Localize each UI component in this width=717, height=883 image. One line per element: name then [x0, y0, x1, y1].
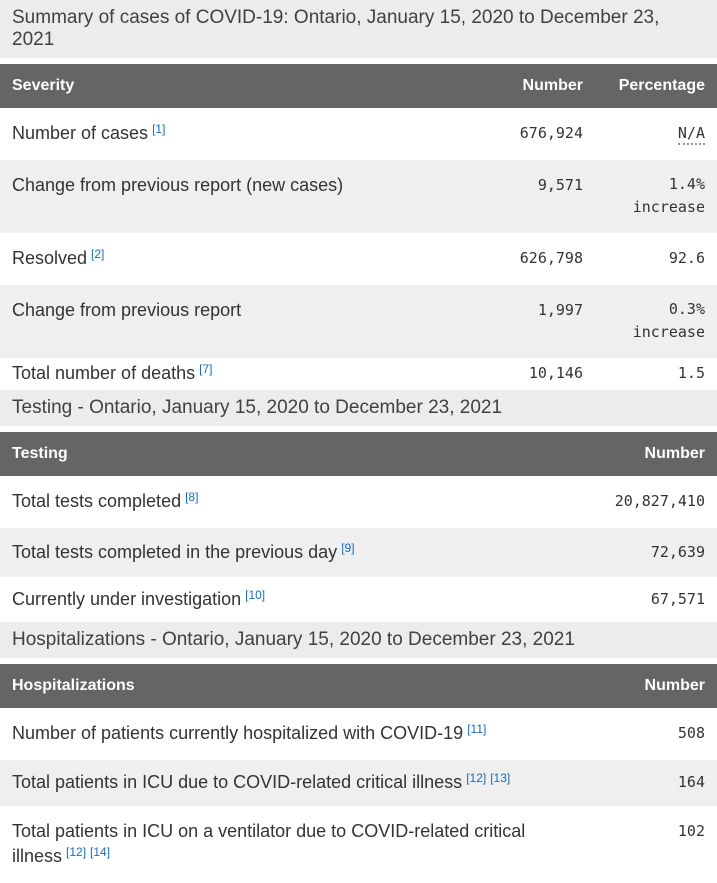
table-row-change-new-cases: Change from previous report (new cases) …	[0, 160, 717, 233]
footnote-link-9[interactable]: [9]	[341, 541, 355, 555]
footnote-link-14[interactable]: [14]	[90, 845, 111, 859]
testing-section-title: Testing - Ontario, January 15, 2020 to D…	[0, 390, 717, 426]
percentage-line1: 0.3%	[668, 300, 705, 318]
table-row-total-tests: Total tests completed [8] 20,827,410	[0, 476, 717, 528]
table-row-tests-previous-day: Total tests completed in the previous da…	[0, 528, 717, 577]
row-label-text: Currently under investigation	[12, 589, 242, 609]
percentage-line1: 1.4%	[668, 175, 705, 193]
row-label-text: Resolved	[12, 248, 88, 268]
summary-section-title: Summary of cases of COVID-19: Ontario, J…	[0, 0, 717, 58]
row-percentage-value: 0.3% increase	[583, 298, 705, 344]
row-label: Total patients in ICU due to COVID-relat…	[12, 770, 595, 795]
footnote-link-11[interactable]: [11]	[467, 722, 487, 736]
row-number-value: 164	[677, 773, 705, 791]
table-row-resolved: Resolved [2] 626,798 92.6	[0, 233, 717, 285]
column-header-number: Number	[522, 77, 583, 94]
row-label: Total tests completed [8]	[12, 489, 595, 514]
row-percentage-value: 92.6	[668, 249, 705, 267]
row-number-value: 626,798	[519, 249, 583, 267]
row-number-value: 102	[677, 822, 705, 840]
row-label: Total patients in ICU on a ventilator du…	[12, 819, 595, 869]
footnote-link-10[interactable]: [10]	[245, 588, 266, 602]
row-number-value: 20,827,410	[614, 492, 705, 510]
row-number-value: 508	[677, 724, 705, 742]
row-number-value: 1,997	[537, 301, 583, 319]
testing-table-header-row: Testing Number	[0, 432, 717, 476]
hospitalizations-section-title: Hospitalizations - Ontario, January 15, …	[0, 622, 717, 658]
table-row-currently-hospitalized: Number of patients currently hospitalize…	[0, 708, 717, 760]
row-number-value: 10,146	[528, 364, 583, 382]
footnote-link-2[interactable]: [2]	[91, 247, 105, 261]
table-row-number-of-cases: Number of cases [1] 676,924 N/A	[0, 108, 717, 160]
row-label-text: Total patients in ICU due to COVID-relat…	[12, 772, 463, 792]
footnote-link-8[interactable]: [8]	[185, 490, 199, 504]
severity-table-header-row: Severity Number Percentage	[0, 64, 717, 108]
row-label: Number of cases [1]	[12, 121, 453, 146]
row-percentage-value: N/A	[583, 121, 705, 146]
row-label-text: Number of cases	[12, 123, 149, 143]
row-number-value: 676,924	[519, 124, 583, 142]
row-label: Total tests completed in the previous da…	[12, 540, 595, 565]
footnote-link-7[interactable]: [7]	[199, 362, 213, 376]
table-row-under-investigation: Currently under investigation [10] 67,571	[0, 577, 717, 622]
row-label-text: Total tests completed	[12, 491, 182, 511]
row-label: Number of patients currently hospitalize…	[12, 721, 595, 746]
column-header-percentage: Percentage	[618, 77, 705, 94]
row-label-text: Total patients in ICU on a ventilator du…	[12, 821, 526, 866]
footnote-link-1[interactable]: [1]	[152, 122, 166, 136]
row-label-text: Change from previous report (new cases)	[12, 175, 344, 195]
column-header-number: Number	[644, 445, 705, 462]
column-header-severity: Severity	[12, 77, 75, 94]
percentage-line2: increase	[632, 198, 705, 216]
row-number-value: 9,571	[537, 176, 583, 194]
row-number-value: 72,639	[650, 543, 705, 561]
hospitalizations-table-header-row: Hospitalizations Number	[0, 664, 717, 708]
row-label-text: Change from previous report	[12, 300, 242, 320]
table-row-icu-patients: Total patients in ICU due to COVID-relat…	[0, 760, 717, 806]
row-percentage-value: 1.4% increase	[583, 173, 705, 219]
percentage-line2: increase	[632, 323, 705, 341]
column-header-hospitalizations: Hospitalizations	[12, 677, 135, 694]
footnote-link-12[interactable]: [12]	[466, 771, 487, 785]
row-label: Currently under investigation [10]	[12, 587, 595, 612]
not-applicable-abbr[interactable]: N/A	[677, 124, 705, 145]
row-number-value: 67,571	[650, 590, 705, 608]
footnote-link-13[interactable]: [13]	[490, 771, 511, 785]
column-header-number: Number	[644, 677, 705, 694]
row-label: Change from previous report	[12, 298, 453, 323]
row-percentage-value: 1.5	[677, 364, 705, 382]
footnote-link-12b[interactable]: [12]	[66, 845, 87, 859]
table-row-total-deaths: Total number of deaths [7] 10,146 1.5	[0, 358, 717, 390]
table-row-icu-ventilator: Total patients in ICU on a ventilator du…	[0, 806, 717, 883]
row-label-text: Total tests completed in the previous da…	[12, 542, 338, 562]
table-row-change-previous-report: Change from previous report 1,997 0.3% i…	[0, 285, 717, 358]
row-label-text: Total number of deaths	[12, 363, 196, 383]
row-label: Total number of deaths [7]	[12, 361, 453, 386]
row-label: Change from previous report (new cases)	[12, 173, 453, 198]
row-label: Resolved [2]	[12, 246, 453, 271]
column-header-testing: Testing	[12, 445, 68, 462]
row-label-text: Number of patients currently hospitalize…	[12, 723, 464, 743]
